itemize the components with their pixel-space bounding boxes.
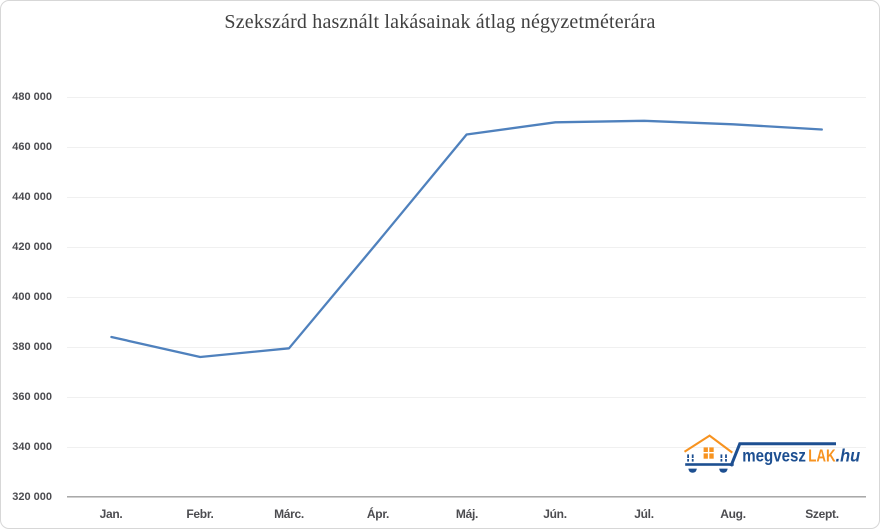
svg-text:LAK: LAK	[808, 445, 836, 465]
svg-text:.hu: .hu	[836, 445, 861, 465]
svg-text:megvesz: megvesz	[742, 445, 806, 465]
